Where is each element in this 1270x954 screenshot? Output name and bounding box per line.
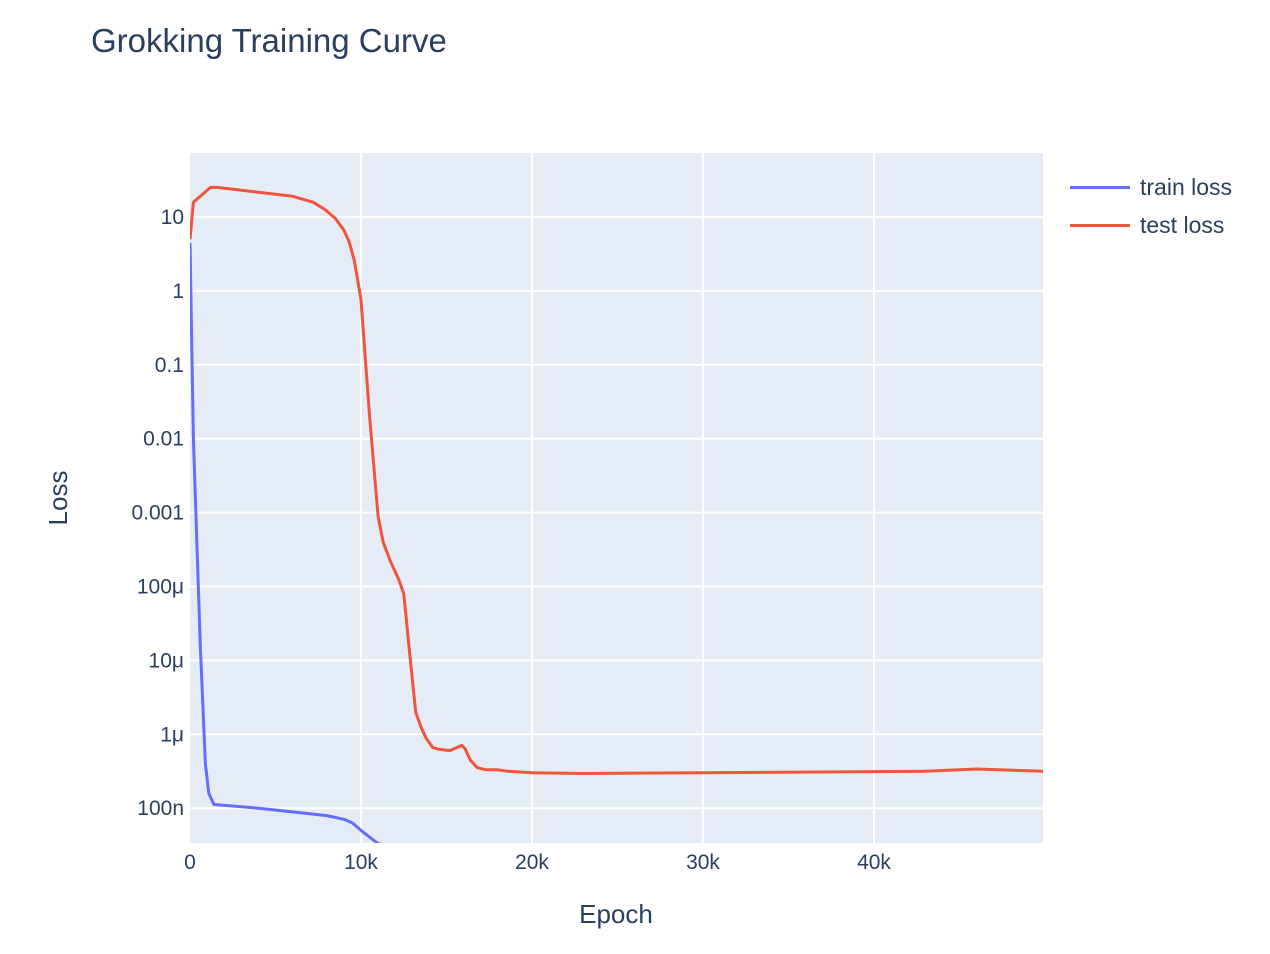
- y-tick-label: 10μ: [149, 649, 184, 672]
- plot-background: [190, 153, 1043, 843]
- y-tick-label: 1μ: [160, 723, 184, 746]
- x-tick-label: 20k: [515, 851, 549, 874]
- x-tick-label: 10k: [344, 851, 378, 874]
- y-tick-label: 10: [161, 206, 184, 229]
- axis-ticks: 0 10k 20k 30k 40k 10 1 0.1 0.01 0.001 100μ 10μ 1μ 100…: [131, 206, 891, 874]
- series-lines: [190, 185, 1043, 856]
- train-loss-swatch-icon: [1070, 185, 1130, 189]
- chart-title: Grokking Training Curve: [91, 22, 447, 59]
- gridlines: [190, 153, 1043, 843]
- y-tick-label: 1: [172, 280, 184, 303]
- legend-label: train loss: [1140, 173, 1233, 200]
- x-tick-label: 40k: [857, 851, 891, 874]
- y-tick-label: 100n: [137, 797, 184, 820]
- y-axis-title: Loss: [43, 471, 73, 526]
- legend-item-test-loss[interactable]: test loss: [1070, 206, 1232, 244]
- x-tick-label: 0: [184, 851, 196, 874]
- legend-label: test loss: [1140, 211, 1225, 238]
- x-axis-title: Epoch: [579, 899, 653, 929]
- y-tick-label: 100μ: [137, 576, 184, 599]
- legend[interactable]: train loss test loss: [1070, 168, 1232, 244]
- test-loss-line[interactable]: [190, 185, 1043, 775]
- y-tick-label: 0.01: [143, 428, 184, 451]
- train-loss-line[interactable]: [190, 242, 1043, 856]
- x-tick-label: 30k: [686, 851, 720, 874]
- test-loss-swatch-icon: [1070, 223, 1130, 227]
- legend-item-train-loss[interactable]: train loss: [1070, 168, 1232, 206]
- y-tick-label: 0.1: [155, 354, 184, 377]
- y-tick-label: 0.001: [131, 502, 184, 525]
